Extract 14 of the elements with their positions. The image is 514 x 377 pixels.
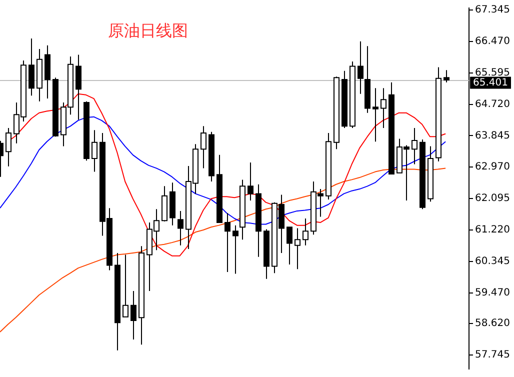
y-tick-label: 60.345 — [475, 256, 510, 268]
text: 原油日线图 — [108, 21, 188, 42]
y-tick-label: 62.970 — [475, 162, 510, 173]
y-tick-label: 61.220 — [475, 224, 510, 236]
y-tick-label: 64.720 — [475, 98, 510, 110]
ref-line-label: 65.401 — [473, 77, 508, 88]
y-tick-label: 57.745 — [475, 349, 510, 360]
y-tick-label: 63.845 — [475, 130, 510, 142]
y-tick-label: 65.595 — [475, 67, 510, 78]
y-tick-label: 59.470 — [475, 287, 510, 298]
y-tick-label: 62.095 — [475, 193, 510, 204]
y-tick-label: 66.470 — [475, 36, 510, 47]
y-tick-label: 67.345 — [475, 4, 510, 16]
y-tick-label: 58.620 — [475, 318, 510, 329]
